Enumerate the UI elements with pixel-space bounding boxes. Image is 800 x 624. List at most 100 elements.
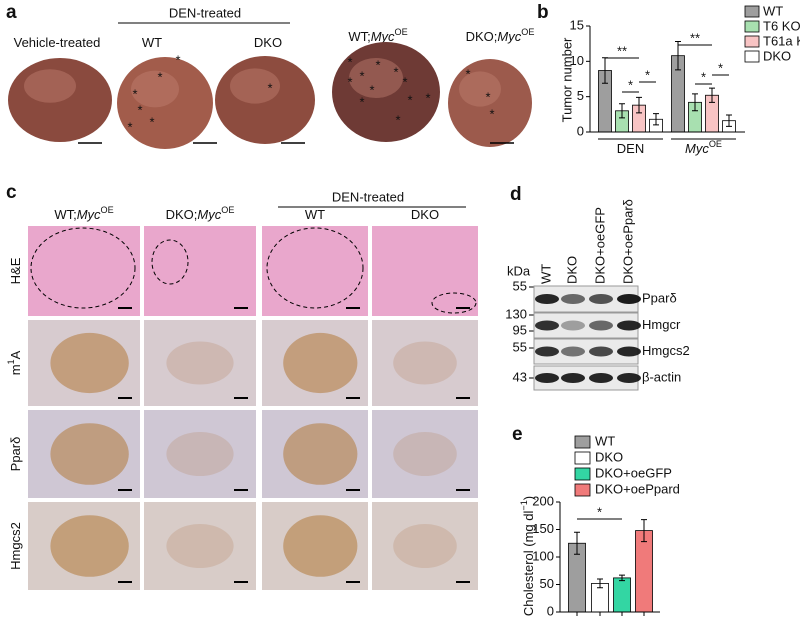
asterisk: *	[149, 114, 154, 129]
stain-region	[166, 524, 234, 568]
text-part: Vehicle-treated	[14, 35, 101, 50]
kda-marker: 95	[513, 322, 527, 337]
column-label: WT	[305, 207, 325, 222]
significance-label: *	[718, 60, 723, 75]
text-part: OE	[101, 205, 114, 215]
stain-region	[166, 341, 234, 385]
text-part: DKO;	[166, 207, 198, 222]
text-part: 1	[6, 359, 16, 364]
blot-band	[589, 373, 613, 383]
band-label: β-actin	[642, 369, 681, 384]
liver-highlight	[459, 71, 501, 107]
kda-marker: 130	[505, 306, 527, 321]
histology-image	[262, 226, 368, 316]
text-part: Myc	[685, 141, 709, 156]
panel-label: a	[6, 2, 17, 23]
asterisk: *	[465, 66, 470, 81]
image-label: DKO	[254, 35, 282, 50]
text-part: A	[8, 350, 23, 359]
panel-label: e	[512, 424, 523, 445]
asterisk: *	[425, 90, 430, 105]
y-tick-label: 0	[547, 603, 554, 618]
blot-band	[535, 320, 559, 331]
text-part: Pparδ	[8, 437, 23, 472]
bar	[613, 577, 631, 613]
stain-region	[393, 341, 457, 385]
row-label: m1A	[6, 350, 23, 375]
y-tick-label: 10	[570, 53, 584, 68]
group-label: DEN-treated	[169, 5, 241, 20]
legend-swatch	[574, 435, 591, 449]
stain-region	[50, 515, 129, 577]
asterisk: *	[347, 54, 352, 69]
blot-band	[561, 373, 585, 383]
stain-region	[283, 332, 358, 394]
liver-photo	[117, 57, 213, 149]
error-bar	[619, 103, 625, 119]
kda-marker: 55	[513, 278, 527, 293]
error-bar	[692, 93, 698, 112]
liver-highlight	[131, 70, 179, 108]
blot-band	[535, 346, 559, 357]
legend-label: T6 KO	[763, 18, 800, 33]
panel-label: b	[537, 2, 549, 23]
legend-label: WT	[595, 433, 615, 448]
lane-label: DKO+oeGFP	[592, 207, 607, 284]
y-tick-label: 150	[532, 521, 554, 536]
blot-band	[589, 294, 613, 304]
text-part: Cholesterol (mg dl	[521, 511, 536, 617]
significance-label: *	[701, 69, 706, 84]
asterisk: *	[347, 74, 352, 89]
blot-band	[535, 294, 559, 304]
row-label: Pparδ	[8, 437, 23, 472]
significance-label: *	[628, 77, 633, 92]
text-part: WT	[142, 35, 162, 50]
asterisk: *	[359, 94, 364, 109]
legend-label: T61a KO	[763, 33, 800, 48]
group-label: DEN	[617, 141, 644, 156]
band-label: Pparδ	[642, 290, 677, 305]
panel-label: c	[6, 182, 17, 203]
text-part: WT;	[54, 207, 76, 222]
text-part: DKO;	[466, 29, 498, 44]
legend-label: DKO+oePpard	[595, 481, 680, 496]
asterisk: *	[267, 80, 272, 95]
legend-swatch	[574, 467, 591, 481]
tumor-outline	[431, 292, 477, 314]
liver-highlight	[24, 69, 76, 103]
asterisk: *	[359, 68, 364, 83]
column-label: DKO;MycOE	[166, 205, 235, 222]
stain-region	[50, 423, 129, 485]
asterisk: *	[137, 102, 142, 117]
blot-band	[589, 346, 613, 357]
y-axis-label: Tumor number	[559, 37, 574, 122]
legend-swatch	[574, 451, 591, 465]
error-bar	[675, 41, 681, 71]
text-part: H&E	[8, 257, 23, 284]
text-part: DEN	[617, 141, 644, 156]
text-part: DKO	[411, 207, 439, 222]
blot-band	[617, 294, 641, 304]
text-part: Myc	[371, 29, 395, 44]
lane-label: DKO+oePparδ	[620, 199, 635, 284]
asterisk: *	[375, 57, 380, 72]
legend-swatch	[744, 35, 760, 48]
legend-swatch	[744, 50, 760, 63]
blot-band	[589, 320, 613, 331]
legend-label: DKO	[763, 48, 791, 63]
liver-photo	[215, 56, 315, 144]
legend-label: WT	[763, 3, 783, 18]
asterisk: *	[127, 119, 132, 134]
text-part: OE	[709, 139, 722, 149]
legend-swatch	[574, 483, 591, 497]
legend-label: DKO+oeGFP	[595, 465, 672, 480]
histology-image	[28, 226, 140, 316]
significance-label: **	[690, 30, 700, 45]
asterisk: *	[157, 69, 162, 84]
band-label: Hmgcs2	[642, 343, 690, 358]
error-bar	[619, 574, 625, 582]
kda-marker: 55	[513, 339, 527, 354]
y-tick-label: 5	[577, 88, 584, 103]
liver-photo	[448, 59, 532, 147]
